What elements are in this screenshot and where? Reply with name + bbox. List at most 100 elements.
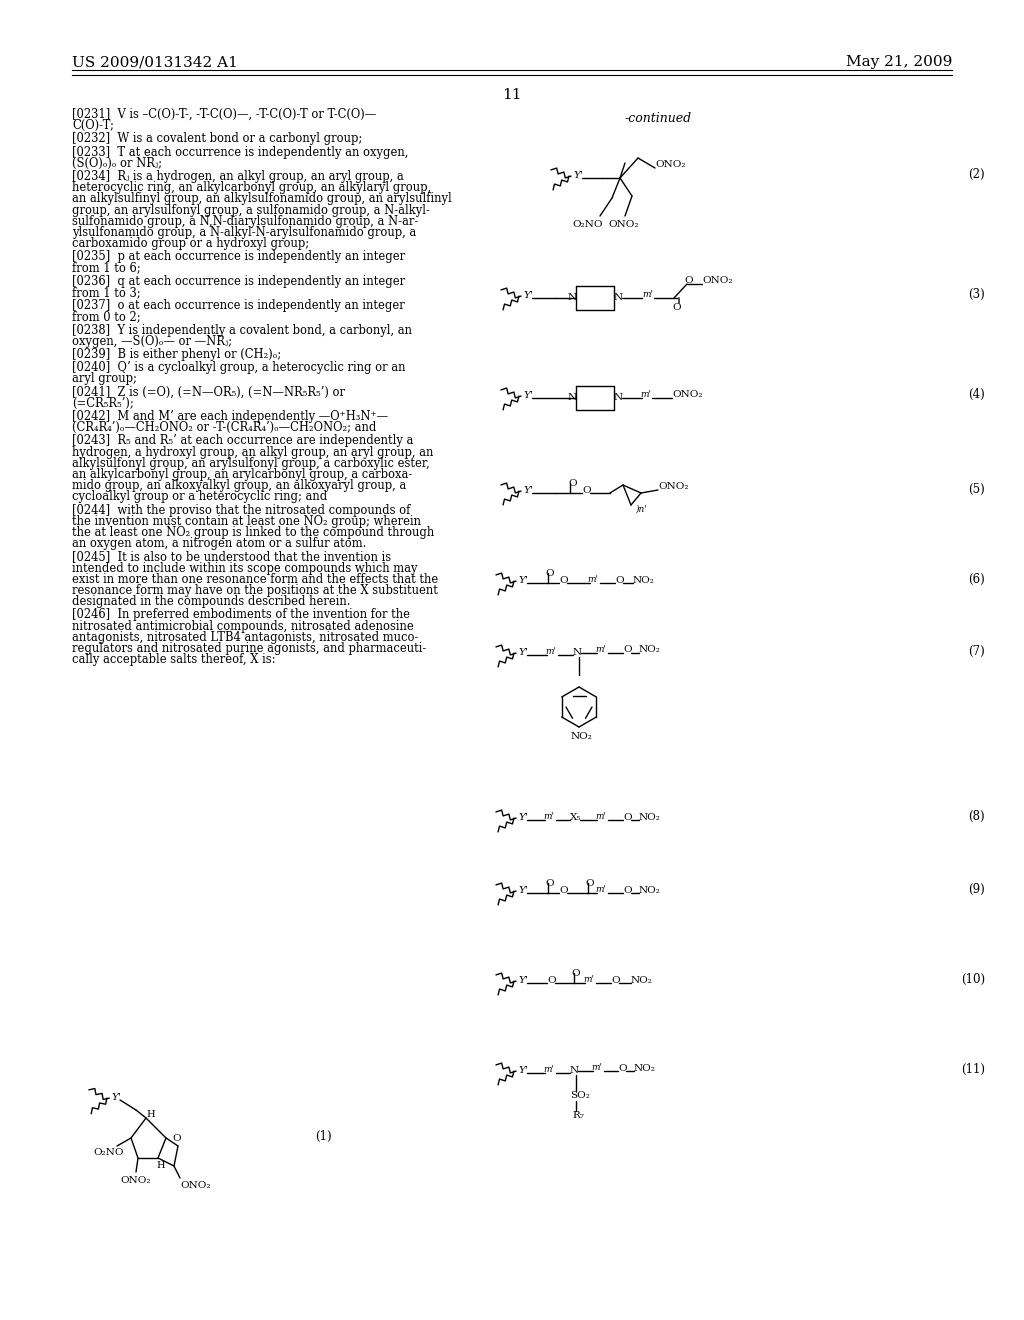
Text: O₂NO: O₂NO [93,1148,124,1158]
Text: N: N [573,648,582,657]
Text: O: O [623,813,632,822]
Text: m': m' [595,884,606,894]
Text: ONO₂: ONO₂ [120,1176,151,1185]
Text: (3): (3) [969,288,985,301]
Text: from 1 to 3;: from 1 to 3; [72,286,140,300]
Text: -continued: -continued [625,112,692,125]
Text: ONO₂: ONO₂ [658,482,688,491]
Text: O: O [672,304,681,312]
Text: N: N [568,293,578,302]
Text: O: O [545,879,554,888]
Text: [0243]  R₅ and R₅’ at each occurrence are independently a: [0243] R₅ and R₅’ at each occurrence are… [72,434,414,447]
Text: O: O [585,879,594,888]
Text: Y': Y' [523,486,532,495]
Text: Y': Y' [518,1067,527,1074]
Text: ylsulfonamido group, a N-alkyl-N-arylsulfonamido group, a: ylsulfonamido group, a N-alkyl-N-arylsul… [72,226,416,239]
Text: Y': Y' [518,975,527,985]
Text: O: O [615,576,624,585]
Text: [0244]  with the proviso that the nitrosated compounds of: [0244] with the proviso that the nitrosa… [72,504,411,516]
Text: (=CR₅R₅’);: (=CR₅R₅’); [72,397,134,409]
Text: Y': Y' [518,576,527,585]
Text: (9): (9) [969,883,985,896]
Text: (1): (1) [315,1130,332,1143]
Text: X₅: X₅ [570,813,582,822]
Text: m': m' [587,576,598,583]
Text: NO₂: NO₂ [634,1064,656,1073]
Text: May 21, 2009: May 21, 2009 [846,55,952,69]
Text: ONO₂: ONO₂ [672,389,702,399]
Text: NO₂: NO₂ [571,733,593,741]
Text: N: N [570,1067,580,1074]
Text: m': m' [595,812,606,821]
Text: N: N [614,393,624,403]
Text: O: O [559,886,567,895]
Text: ONO₂: ONO₂ [608,220,639,228]
Text: (5): (5) [969,483,985,496]
Text: C(O)-T;: C(O)-T; [72,119,114,132]
Text: resonance form may have on the positions at the X substituent: resonance form may have on the positions… [72,583,438,597]
Text: (CR₄R₄’)ₒ—CH₂ONO₂ or -T-(CR₄R₄’)ₒ—CH₂ONO₂; and: (CR₄R₄’)ₒ—CH₂ONO₂ or -T-(CR₄R₄’)ₒ—CH₂ONO… [72,421,377,434]
Text: O: O [172,1134,180,1143]
Text: )n': )n' [635,506,647,513]
Text: designated in the compounds described herein.: designated in the compounds described he… [72,595,350,609]
Text: NO₂: NO₂ [633,576,655,585]
Text: O: O [684,276,692,285]
Text: O: O [623,645,632,653]
Text: (10): (10) [961,973,985,986]
Text: [0233]  T at each occurrence is independently an oxygen,: [0233] T at each occurrence is independe… [72,145,409,158]
Text: hydrogen, a hydroxyl group, an alkyl group, an aryl group, an: hydrogen, a hydroxyl group, an alkyl gro… [72,446,433,458]
Text: exist in more than one resonance form and the effects that the: exist in more than one resonance form an… [72,573,438,586]
Text: [0234]  Rⱼ is a hydrogen, an alkyl group, an aryl group, a: [0234] Rⱼ is a hydrogen, an alkyl group,… [72,170,403,183]
Text: O: O [559,576,567,585]
Text: [0236]  q at each occurrence is independently an integer: [0236] q at each occurrence is independe… [72,275,406,288]
Text: N: N [568,393,578,403]
Text: [0240]  Q’ is a cycloalkyl group, a heterocyclic ring or an: [0240] Q’ is a cycloalkyl group, a heter… [72,362,406,374]
Text: 11: 11 [502,88,522,102]
Text: aryl group;: aryl group; [72,372,137,385]
Text: the invention must contain at least one NO₂ group; wherein: the invention must contain at least one … [72,515,421,528]
Text: O: O [582,486,591,495]
Text: [0235]  p at each occurrence is independently an integer: [0235] p at each occurrence is independe… [72,251,406,264]
Text: H: H [146,1110,155,1119]
Text: NO₂: NO₂ [639,813,660,822]
Text: antagonists, nitrosated LTB4 antagonists, nitrosated muco-: antagonists, nitrosated LTB4 antagonists… [72,631,419,644]
Text: mido group, an alkoxyalkyl group, an alkoxyaryl group, a: mido group, an alkoxyalkyl group, an alk… [72,479,407,492]
Text: an oxygen atom, a nitrogen atom or a sulfur atom.: an oxygen atom, a nitrogen atom or a sul… [72,537,367,550]
Text: intended to include within its scope compounds which may: intended to include within its scope com… [72,561,418,574]
Text: [0239]  B is either phenyl or (CH₂)ₒ;: [0239] B is either phenyl or (CH₂)ₒ; [72,348,282,360]
Text: from 0 to 2;: from 0 to 2; [72,310,140,323]
Text: [0238]  Y is independently a covalent bond, a carbonyl, an: [0238] Y is independently a covalent bon… [72,323,412,337]
Text: O: O [571,969,580,978]
Text: m': m' [591,1063,602,1072]
Text: US 2009/0131342 A1: US 2009/0131342 A1 [72,55,238,69]
Text: Y': Y' [518,886,527,895]
Text: Y': Y' [111,1093,121,1102]
Text: regulators and nitrosated purine agonists, and pharmaceuti-: regulators and nitrosated purine agonist… [72,642,426,655]
Text: alkylsulfonyl group, an arylsulfonyl group, a carboxylic ester,: alkylsulfonyl group, an arylsulfonyl gro… [72,457,430,470]
Text: oxygen, —S(O)ₒ— or —NRⱼ;: oxygen, —S(O)ₒ— or —NRⱼ; [72,335,232,347]
Text: cycloalkyl group or a heterocyclic ring; and: cycloalkyl group or a heterocyclic ring;… [72,491,328,503]
Text: NO₂: NO₂ [639,645,660,653]
Text: ONO₂: ONO₂ [655,160,685,169]
Text: R₇: R₇ [572,1111,584,1119]
Text: O: O [568,479,577,488]
Text: N: N [614,293,624,302]
Text: (8): (8) [969,810,985,822]
Text: m': m' [545,647,556,656]
Text: m': m' [640,389,651,399]
Text: H: H [156,1162,165,1170]
Text: NO₂: NO₂ [639,886,660,895]
Text: [0232]  W is a covalent bond or a carbonyl group;: [0232] W is a covalent bond or a carbony… [72,132,362,145]
Text: m': m' [642,290,653,300]
Text: Y': Y' [573,172,583,180]
Text: NO₂: NO₂ [631,975,653,985]
Text: m': m' [583,975,594,983]
Text: the at least one NO₂ group is linked to the compound through: the at least one NO₂ group is linked to … [72,525,434,539]
Text: (11): (11) [961,1063,985,1076]
Text: an alkylsulfinyl group, an alkylsulfonamido group, an arylsulfinyl: an alkylsulfinyl group, an alkylsulfonam… [72,193,452,206]
Text: Y': Y' [518,813,527,822]
Text: m': m' [595,645,606,653]
Text: [0242]  M and M’ are each independently —O⁺H₃N⁺—: [0242] M and M’ are each independently —… [72,411,388,422]
Text: (7): (7) [969,645,985,657]
Text: [0237]  o at each occurrence is independently an integer: [0237] o at each occurrence is independe… [72,300,404,313]
